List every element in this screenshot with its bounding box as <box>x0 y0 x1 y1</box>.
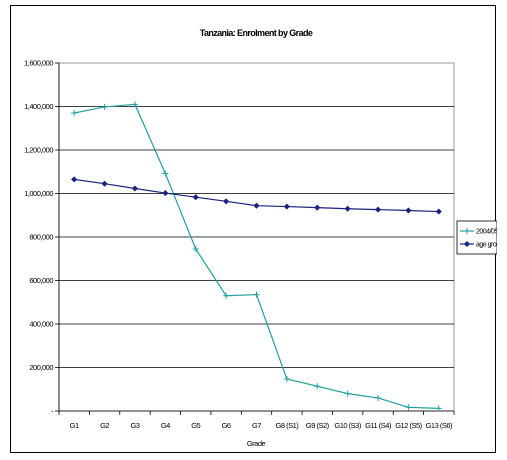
y-tick-label: 1,400,000 <box>24 102 53 111</box>
data-point <box>162 170 169 177</box>
data-point <box>131 101 138 108</box>
legend-marker <box>464 228 470 234</box>
data-point <box>344 205 351 212</box>
legend-box <box>456 220 497 255</box>
legend-label: 2004/05 <box>476 229 497 236</box>
data-point <box>101 180 108 187</box>
data-point <box>253 202 260 209</box>
legend-label: age group <box>476 242 497 249</box>
y-tick-label: 800,000 <box>29 233 53 242</box>
x-tick-label: G1 <box>70 421 79 430</box>
y-tick-label: 1,600,000 <box>24 59 53 68</box>
data-point <box>162 189 169 197</box>
legend-marker <box>463 240 471 248</box>
data-point <box>314 383 321 390</box>
x-tick-label: G4 <box>161 421 170 430</box>
x-tick-label: G8 (S1) <box>276 421 300 430</box>
data-point <box>192 194 199 201</box>
data-point <box>101 103 108 110</box>
series-group <box>71 101 442 412</box>
y-tick-label: 400,000 <box>29 320 53 329</box>
x-tick-label: G7 <box>252 421 261 430</box>
data-point <box>222 198 230 205</box>
data-point <box>283 203 291 210</box>
x-tick-label: G12 (S5) <box>395 421 422 430</box>
x-tick-label: G11 (S4) <box>365 421 392 430</box>
data-point <box>435 405 442 412</box>
data-point <box>435 208 442 215</box>
data-point <box>253 291 260 298</box>
chart-title: Tanzania: Enrolment by Grade <box>200 28 313 38</box>
chart-area: - 200,000 400,000 600,000 800,000 1,000,000 1,… <box>10 5 497 453</box>
x-tick-label: G13 (S6) <box>426 421 453 430</box>
data-point <box>344 390 351 397</box>
data-point <box>375 394 382 401</box>
data-point <box>283 376 290 383</box>
y-tick-label: 1,000,000 <box>24 189 53 198</box>
data-point <box>405 404 412 411</box>
y-tick-label: 200,000 <box>29 363 53 372</box>
data-point <box>71 176 78 183</box>
gridlines <box>59 106 454 368</box>
x-axis-label: Grade <box>247 439 266 448</box>
line-chart: - 200,000 400,000 600,000 800,000 1,000,000 1,… <box>24 28 497 448</box>
x-tick-label: G10 (S3) <box>334 421 361 430</box>
x-tick-label: G5 <box>191 421 200 430</box>
y-axis: - 200,000 400,000 600,000 800,000 1,000,000 1,… <box>24 59 60 416</box>
y-tick-label: 600,000 <box>29 276 53 285</box>
x-tick-label: G2 <box>100 421 109 430</box>
data-point <box>131 185 139 192</box>
data-point <box>374 206 382 213</box>
x-tick-label: G9 (S2) <box>306 421 330 430</box>
data-point <box>192 245 199 252</box>
data-point <box>314 204 321 211</box>
data-point <box>223 292 230 299</box>
data-point <box>71 110 78 117</box>
legend: 2004/05 age group <box>456 220 497 255</box>
data-point <box>405 207 412 214</box>
x-axis: G1 G2 G3 G4 G5 G6 G7 G8 (S1) G9 (S2) G10 (S3) G11 … <box>58 410 455 430</box>
y-tick-label: - <box>51 407 54 416</box>
x-tick-label: G3 <box>130 421 139 430</box>
y-tick-label: 1,200,000 <box>24 146 53 155</box>
x-tick-label: G6 <box>222 421 231 430</box>
